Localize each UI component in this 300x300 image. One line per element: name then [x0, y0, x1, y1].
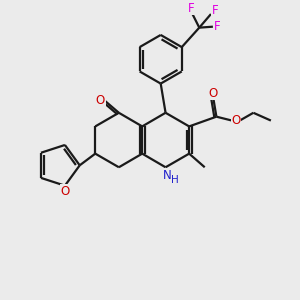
Text: H: H	[171, 175, 179, 185]
Text: O: O	[209, 87, 218, 100]
Text: O: O	[96, 94, 105, 106]
Text: N: N	[163, 169, 172, 182]
Text: F: F	[188, 2, 195, 15]
Text: O: O	[231, 114, 241, 127]
Text: F: F	[214, 20, 220, 33]
Text: F: F	[212, 4, 218, 16]
Text: O: O	[60, 185, 70, 198]
